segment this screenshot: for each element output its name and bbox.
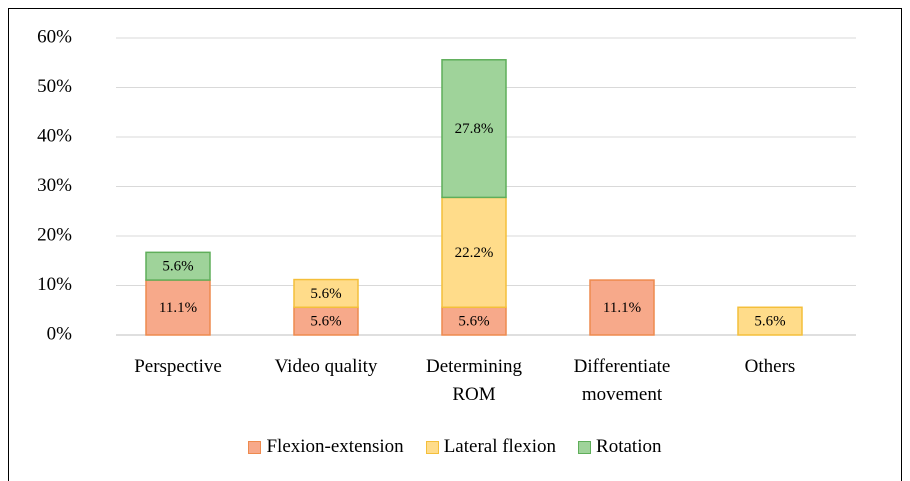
x-tick-label: Others <box>744 356 796 377</box>
legend: Flexion-extension Lateral flexion Rotation <box>0 436 910 458</box>
data-label: 11.1% <box>159 300 197 316</box>
legend-label: Flexion-extension <box>266 436 404 457</box>
y-tick-label: 50% <box>37 76 72 97</box>
x-tick-label: Differentiate movement <box>573 356 671 405</box>
bar-segment <box>737 306 803 336</box>
x-tick-label: Perspective <box>134 356 222 377</box>
bar-segment <box>441 306 507 336</box>
data-label: 5.6% <box>754 314 785 330</box>
x-tick-label: Determining ROM <box>425 356 523 405</box>
data-label: 5.6% <box>458 314 489 330</box>
y-tick-label: 60% <box>37 26 72 47</box>
frame <box>8 8 902 481</box>
data-label: 22.2% <box>455 245 494 261</box>
legend-item: Lateral flexion <box>425 436 557 458</box>
bar-segment <box>441 196 507 309</box>
legend-swatch <box>578 440 592 454</box>
legend-label: Lateral flexion <box>443 436 557 457</box>
data-label: 11.1% <box>603 300 641 316</box>
data-label: 5.6% <box>162 259 193 275</box>
legend-label: Rotation <box>596 436 662 457</box>
data-label: 5.6% <box>310 286 341 302</box>
x-tick-label: Video quality <box>274 356 378 377</box>
legend-swatch <box>425 440 439 454</box>
bar-segment <box>589 279 655 336</box>
y-tick-label: 20% <box>37 224 72 245</box>
y-tick-label: 40% <box>37 125 72 146</box>
legend-item: Rotation <box>578 436 662 458</box>
bar-segment <box>145 251 211 281</box>
y-tick-label: 0% <box>47 323 73 344</box>
y-tick-label: 10% <box>37 274 72 295</box>
bar-segment <box>293 278 359 309</box>
y-tick-label: 30% <box>37 175 72 196</box>
legend-item: Flexion-extension <box>248 436 404 458</box>
data-label: 5.6% <box>310 314 341 330</box>
data-label: 27.8% <box>455 121 494 137</box>
bar-segment <box>145 279 211 336</box>
bar-segment <box>441 59 507 199</box>
bar-segment <box>293 306 359 336</box>
legend-swatch <box>248 440 262 454</box>
